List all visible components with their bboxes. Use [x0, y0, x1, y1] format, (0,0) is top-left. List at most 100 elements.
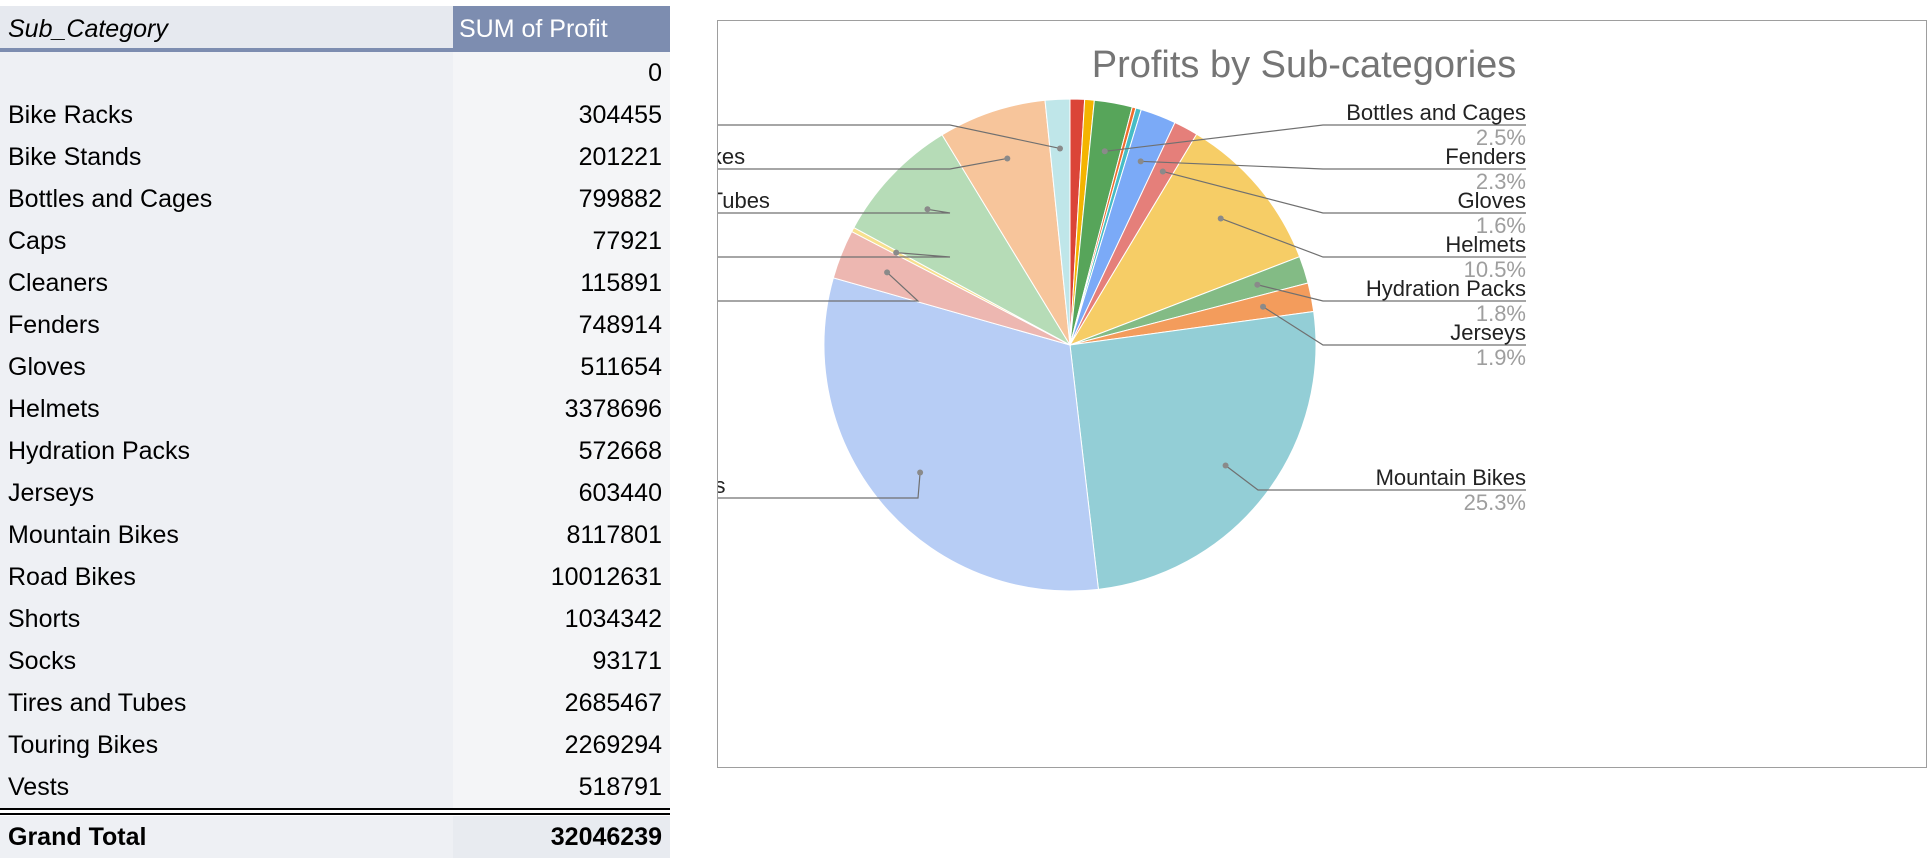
sub-category-cell[interactable]: Bike Racks	[0, 94, 453, 136]
profit-cell[interactable]: 799882	[453, 178, 670, 220]
leader-line	[718, 252, 951, 258]
profit-cell[interactable]: 572668	[453, 430, 670, 472]
pie-slice-mountain-bikes[interactable]	[1069, 310, 1317, 590]
table-row: Cleaners 115891	[0, 262, 670, 304]
profit-cell[interactable]: 0	[453, 52, 670, 94]
sub-category-cell[interactable]: Bike Stands	[0, 136, 453, 178]
leader-dot	[917, 469, 924, 476]
profit-cell[interactable]: 77921	[453, 220, 670, 262]
profit-cell[interactable]: 8117801	[453, 514, 670, 556]
leader-line	[1140, 160, 1526, 170]
sub-category-cell[interactable]: Bottles and Cages	[0, 178, 453, 220]
sub-category-cell[interactable]: Touring Bikes	[0, 724, 453, 766]
header-sub-category[interactable]: Sub_Category	[0, 6, 453, 52]
slice-label: Jerseys	[1450, 320, 1526, 345]
leader-dot	[1260, 303, 1267, 310]
leader-line	[1220, 217, 1526, 258]
profit-cell[interactable]: 201221	[453, 136, 670, 178]
table-row: Shorts 1034342	[0, 598, 670, 640]
sub-category-cell[interactable]: Road Bikes	[0, 556, 453, 598]
leader-dot	[893, 249, 900, 256]
profit-cell[interactable]: 603440	[453, 472, 670, 514]
profit-cell[interactable]: 115891	[453, 262, 670, 304]
table-row: Hydration Packs 572668	[0, 430, 670, 472]
leader-dot	[1222, 462, 1229, 469]
profit-cell[interactable]: 1034342	[453, 598, 670, 640]
profit-cell[interactable]: 10012631	[453, 556, 670, 598]
sub-category-cell[interactable]: Tires and Tubes	[0, 682, 453, 724]
slice-label: Mountain Bikes	[1376, 465, 1526, 490]
profit-cell[interactable]: 748914	[453, 304, 670, 346]
profit-cell[interactable]: 93171	[453, 640, 670, 682]
sub-category-cell[interactable]: Vests	[0, 766, 453, 808]
profit-cell[interactable]: 511654	[453, 346, 670, 388]
table-row: Road Bikes 10012631	[0, 556, 670, 598]
profit-cell[interactable]: 3378696	[453, 388, 670, 430]
profit-cell[interactable]: 2685467	[453, 682, 670, 724]
slice-percent: 10.5%	[1464, 257, 1526, 282]
leader-line	[718, 472, 921, 499]
profit-cell[interactable]: 304455	[453, 94, 670, 136]
leader-line	[718, 124, 1061, 150]
sub-category-cell[interactable]: Mountain Bikes	[0, 514, 453, 556]
grand-total-value[interactable]: 32046239	[453, 816, 670, 858]
slice-percent: 1.9%	[1476, 345, 1526, 370]
leader-dot	[1137, 158, 1144, 165]
profit-cell[interactable]: 2269294	[453, 724, 670, 766]
sub-category-cell[interactable]: Socks	[0, 640, 453, 682]
header-divider	[0, 48, 670, 52]
slice-label: Tires and Tubes	[718, 188, 770, 213]
leader-dot	[884, 269, 891, 276]
slice-percent: 2.3%	[1476, 169, 1526, 194]
pie-slice-touring-bikes[interactable]	[941, 99, 1071, 346]
leader-dot	[1254, 281, 1261, 288]
leader-dot	[1056, 145, 1063, 152]
sub-category-cell[interactable]: Hydration Packs	[0, 430, 453, 472]
leader-line	[718, 208, 951, 214]
pie-slice-road-bikes[interactable]	[823, 277, 1099, 592]
sub-category-cell[interactable]: Jerseys	[0, 472, 453, 514]
table-row: Socks 93171	[0, 640, 670, 682]
sub-category-cell[interactable]: Helmets	[0, 388, 453, 430]
slice-percent: 1.8%	[1476, 301, 1526, 326]
sub-category-cell[interactable]: Caps	[0, 220, 453, 262]
pie-slices	[823, 98, 1317, 592]
leader-dot	[924, 206, 931, 213]
table-row: Bike Racks 304455	[0, 94, 670, 136]
pivot-header-row: Sub_Category SUM of Profit	[0, 0, 670, 52]
pivot-body: 0 Bike Racks 304455 Bike Stands 201221 Bottle…	[0, 52, 670, 808]
profit-cell[interactable]: 518791	[453, 766, 670, 808]
table-row: Fenders 748914	[0, 304, 670, 346]
table-row: Jerseys 603440	[0, 472, 670, 514]
pie-chart-svg: Profits by Sub-categories Bottles and Ca…	[718, 44, 1526, 592]
slice-label: Bottles and Cages	[1346, 100, 1526, 125]
chart-title: Profits by Sub-categories	[1092, 44, 1517, 86]
leader-line	[1262, 306, 1526, 346]
sub-category-cell[interactable]: Shorts	[0, 598, 453, 640]
table-row: Bike Stands 201221	[0, 136, 670, 178]
table-row: Helmets 3378696	[0, 388, 670, 430]
total-divider	[0, 813, 670, 815]
sub-category-cell[interactable]: Gloves	[0, 346, 453, 388]
sub-category-cell[interactable]	[0, 52, 453, 94]
header-sum-of-profit[interactable]: SUM of Profit	[453, 6, 670, 52]
leader-line	[718, 157, 1008, 170]
table-row: Mountain Bikes 8117801	[0, 514, 670, 556]
pivot-table: Sub_Category SUM of Profit 0 Bike Racks 30…	[0, 0, 670, 808]
total-divider	[0, 808, 670, 810]
table-row: Tires and Tubes 2685467	[0, 682, 670, 724]
sub-category-cell[interactable]: Fenders	[0, 304, 453, 346]
pie-slice-tires-and-tubes[interactable]	[853, 134, 1072, 347]
pie-chart[interactable]: Profits by Sub-categories Bottles and Ca…	[717, 20, 1927, 768]
table-row: Caps 77921	[0, 220, 670, 262]
table-row: Gloves 511654	[0, 346, 670, 388]
table-row: Touring Bikes 2269294	[0, 724, 670, 766]
leader-dot	[1159, 168, 1166, 175]
leader-line	[718, 271, 920, 302]
grand-total-label[interactable]: Grand Total	[0, 816, 453, 858]
slice-percent: 1.6%	[1476, 213, 1526, 238]
sub-category-cell[interactable]: Cleaners	[0, 262, 453, 304]
leader-dot	[1217, 215, 1224, 222]
table-row: Bottles and Cages 799882	[0, 178, 670, 220]
pie-slice-vests[interactable]	[1044, 98, 1071, 346]
